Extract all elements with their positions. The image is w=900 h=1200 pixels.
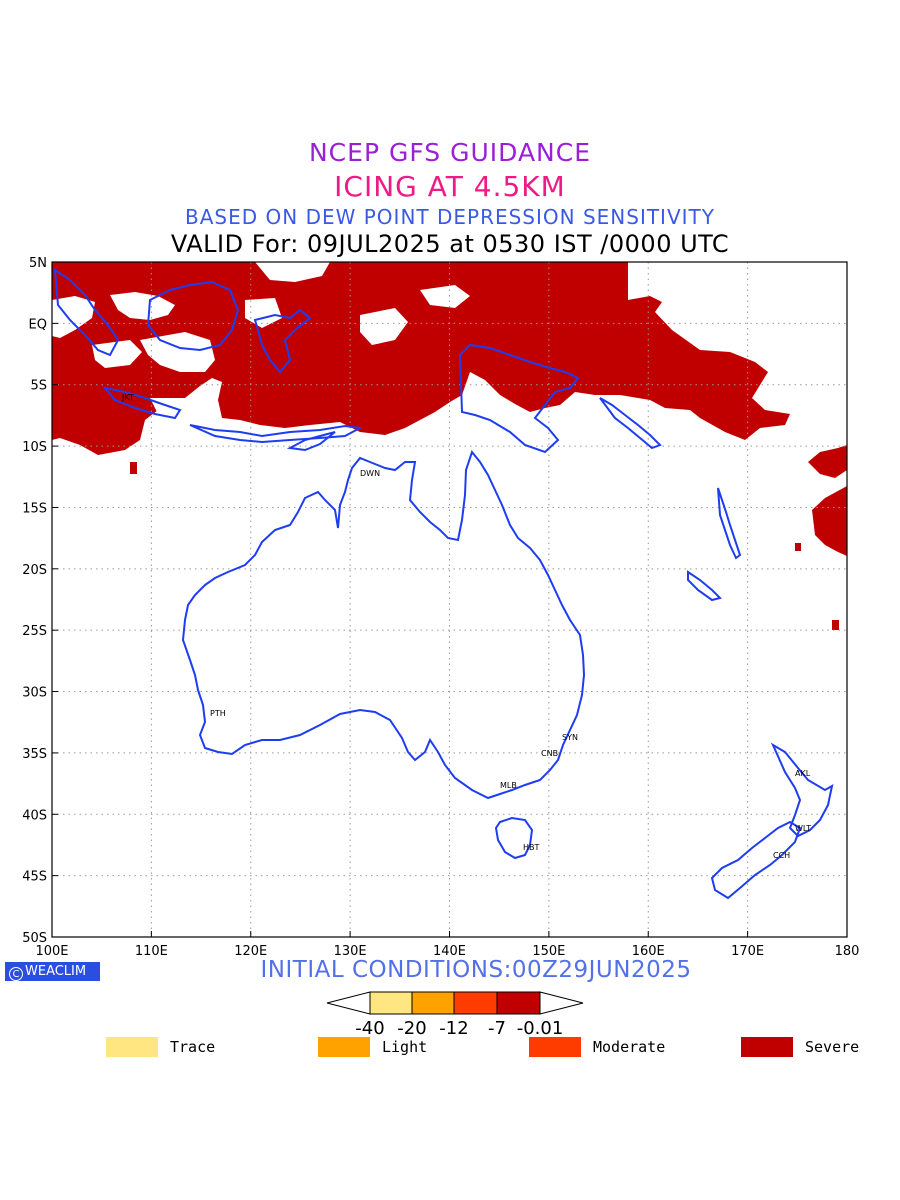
- legend-swatch-light: [318, 1037, 370, 1057]
- new-guinea-coastline: [458, 343, 580, 454]
- java-coastline: [102, 386, 182, 420]
- severe-icing-areas: [52, 262, 847, 630]
- lesser-sunda-coastline: [189, 424, 364, 444]
- coastlines: [53, 268, 834, 900]
- legend-item-severe: Severe: [741, 1037, 859, 1057]
- city-label-syn: SYN: [562, 733, 578, 742]
- latitude-label: 5N: [29, 256, 47, 271]
- city-label-dwn: DWN: [360, 469, 380, 478]
- colorbar: -40 -20 -12 -7 -0.01: [326, 991, 584, 1039]
- longitude-label: 150E: [532, 944, 565, 959]
- colorbar-segment-light: [411, 991, 455, 1015]
- clear-area-6: [255, 262, 330, 282]
- colorbar-segment-severe: [496, 991, 541, 1015]
- severe-icing-east-5: [130, 462, 137, 474]
- colorbar-tick-label: -12: [439, 1018, 468, 1039]
- longitude-labels: 100E 110E 120E 130E 140E 150E 160E 170E 180: [35, 931, 859, 959]
- city-label-cnb: CNB: [541, 749, 558, 758]
- severe-icing-east-3: [795, 543, 801, 551]
- latitude-labels: 5N EQ 5S 10S 15S 20S 25S 30S 35S 40S 45S 50S: [22, 256, 58, 946]
- australia-coastline: [181, 449, 586, 800]
- colorbar-arrow-left: [326, 991, 371, 1015]
- borneo-coastline: [146, 280, 240, 352]
- severe-icing-east-4: [832, 620, 839, 630]
- clear-area-9: [630, 262, 700, 292]
- chart-title: NCEP GFS GUIDANCE: [308, 138, 591, 167]
- city-label-cch: CCH: [773, 851, 790, 860]
- colorbar-segment-trace: [369, 991, 413, 1015]
- vanuatu-coastline: [717, 487, 742, 560]
- initial-conditions: INITIAL CONDITIONS:00Z29JUN2025: [260, 957, 692, 983]
- severe-icing-east-1: [808, 445, 847, 478]
- latitude-label: 45S: [22, 870, 47, 885]
- longitude-label: 180: [835, 944, 860, 959]
- colorbar-arrow-right: [539, 991, 584, 1015]
- colorbar-tick-label: -0.01: [517, 1018, 564, 1039]
- longitude-label: 160E: [632, 944, 665, 959]
- latitude-label: 15S: [22, 501, 47, 516]
- longitude-label: 120E: [234, 944, 267, 959]
- latitude-label: 40S: [22, 808, 47, 823]
- legend-swatch-trace: [106, 1037, 158, 1057]
- latitude-label: 20S: [22, 563, 47, 578]
- legend-label-severe: Severe: [805, 1038, 860, 1056]
- longitude-label: 170E: [731, 944, 764, 959]
- south-island-nz-coastline: [710, 820, 802, 900]
- valid-time: VALID For: 09JUL2025 at 0530 IST /0000 U…: [170, 230, 730, 258]
- severe-icing-east-2: [812, 486, 847, 556]
- colorbar-tick-label: -40: [355, 1018, 384, 1039]
- latitude-label: 10S: [22, 440, 47, 455]
- legend-swatch-severe: [741, 1037, 793, 1057]
- colorbar-segment-moderate: [453, 991, 498, 1015]
- severe-icing-band-north: [52, 262, 790, 455]
- clear-area-3: [140, 332, 215, 372]
- longitude-label: 100E: [35, 944, 68, 959]
- latitude-label: 50S: [22, 931, 47, 946]
- legend-item-moderate: Moderate: [529, 1037, 665, 1057]
- city-label-pth: PTH: [210, 709, 226, 718]
- chart-subtitle: ICING AT 4.5KM: [334, 170, 566, 203]
- sumatra-coastline: [53, 268, 120, 357]
- new-caledonia-coastline: [687, 570, 722, 602]
- legend-item-trace: Trace: [106, 1037, 215, 1057]
- city-label-hbt: HBT: [523, 843, 540, 852]
- clear-area-5: [360, 308, 408, 345]
- tasmania-coastline: [494, 816, 534, 860]
- longitude-label: 130E: [334, 944, 367, 959]
- legend-item-light: Light: [318, 1037, 427, 1057]
- sulawesi-coastline: [253, 308, 312, 374]
- weaclim-logo: C WEACLIM: [5, 962, 100, 981]
- method-subtitle: BASED ON DEW POINT DEPRESSION SENSITIVIT…: [185, 205, 715, 229]
- latitude-label: 35S: [22, 747, 47, 762]
- brand-name: WEACLIM: [25, 964, 87, 979]
- legend-label-trace: Trace: [170, 1038, 216, 1056]
- city-label-wlt: WLT: [795, 824, 811, 833]
- longitude-label: 140E: [433, 944, 466, 959]
- legend-swatch-moderate: [529, 1037, 581, 1057]
- clear-area-2: [110, 292, 175, 320]
- timor-coastline: [286, 431, 336, 452]
- clear-area-7: [420, 285, 470, 308]
- legend-label-moderate: Moderate: [593, 1038, 666, 1056]
- city-labels: JKT DWN PTH SYN CNB MLB HBT AKL WLT CCH: [121, 393, 811, 860]
- city-label-mlb: MLB: [500, 781, 517, 790]
- latitude-label: 25S: [22, 624, 47, 639]
- latitude-label: 5S: [30, 379, 47, 394]
- north-island-nz-coastline: [770, 742, 834, 838]
- latitude-label: 30S: [22, 686, 47, 701]
- legend-label-light: Light: [382, 1038, 428, 1056]
- colorbar-tick-labels: -40 -20 -12 -7 -0.01: [355, 1018, 563, 1039]
- grid-lines: [52, 262, 847, 937]
- copyright-icon: C: [9, 967, 23, 981]
- solomon-islands-coastline: [599, 397, 662, 450]
- colorbar-tick-label: -7: [488, 1018, 506, 1039]
- longitude-label: 110E: [135, 944, 168, 959]
- clear-area-4: [92, 340, 142, 368]
- clear-area-1: [52, 296, 95, 338]
- latitude-label: EQ: [29, 317, 47, 332]
- city-label-jkt: JKT: [121, 393, 134, 402]
- city-label-akl: AKL: [795, 769, 811, 778]
- colorbar-tick-label: -20: [397, 1018, 426, 1039]
